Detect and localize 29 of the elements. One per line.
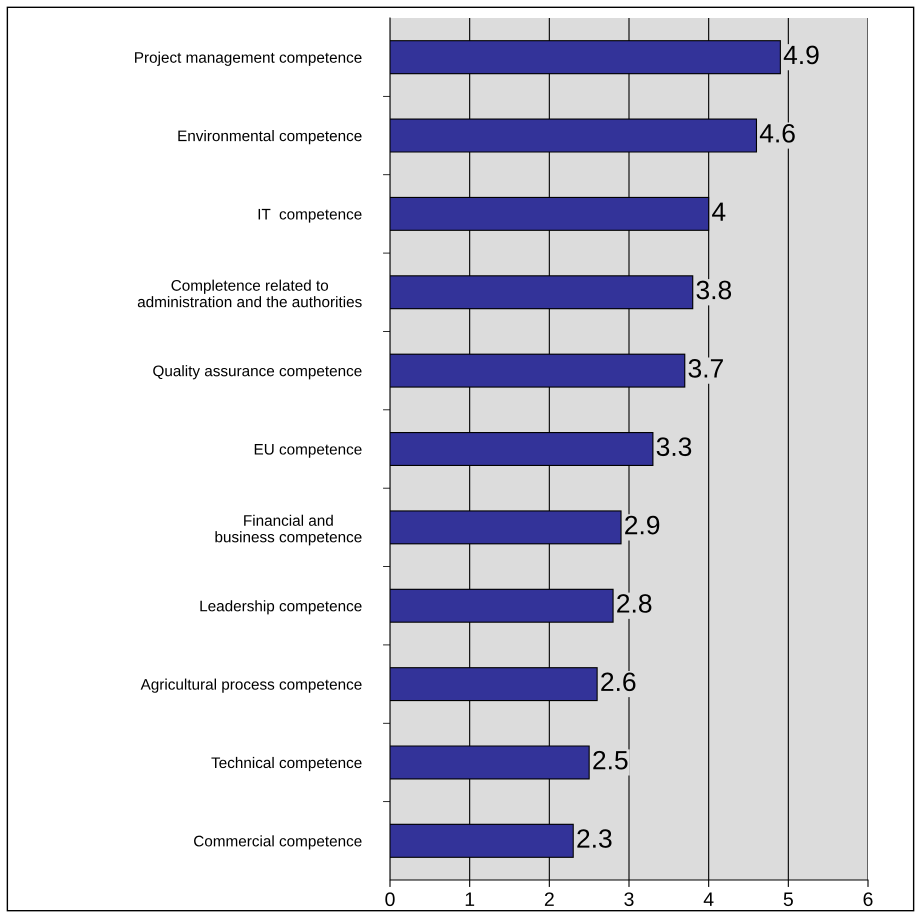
x-tick-label: 6	[864, 892, 873, 906]
data-label: 4.9	[784, 46, 819, 64]
y-tick-label: IT competence	[258, 208, 362, 223]
x-tick-label: 1	[466, 892, 474, 906]
data-label: 2.8	[617, 594, 652, 613]
data-label: 2.9	[625, 516, 660, 534]
y-tick-label: Commercial competence	[194, 835, 362, 850]
y-tick-label: Technical competence	[211, 756, 362, 772]
x-tick-label: 3	[624, 892, 634, 906]
x-tick-label: 2	[544, 892, 554, 906]
data-label: 2.6	[601, 672, 636, 692]
y-tick-label: Agricultural process competence	[140, 678, 362, 693]
y-tick-label: Project management competence	[135, 52, 362, 66]
x-tick-label: 0	[385, 892, 395, 906]
y-tick-label: Quality assurance competence	[153, 365, 362, 380]
y-tick-label: Environmental competence	[178, 130, 362, 144]
x-tick-label: 4	[704, 892, 714, 906]
data-label: 4.6	[760, 124, 795, 143]
data-label: 3.3	[656, 437, 692, 456]
data-label: 2.3	[577, 829, 612, 848]
data-label: 2.5	[593, 750, 628, 770]
data-label: 4	[712, 202, 726, 221]
y-tick-label: Leadership competence	[200, 600, 362, 614]
y-tick-label: Financial and business competence	[215, 514, 362, 546]
y-tick-label: EU competence	[254, 444, 362, 458]
x-tick-label: 5	[784, 892, 793, 906]
data-label: 3.8	[696, 280, 732, 300]
y-tick-label: Completence related to administration and the authorities	[138, 280, 362, 308]
data-label: 3.7	[688, 359, 723, 378]
